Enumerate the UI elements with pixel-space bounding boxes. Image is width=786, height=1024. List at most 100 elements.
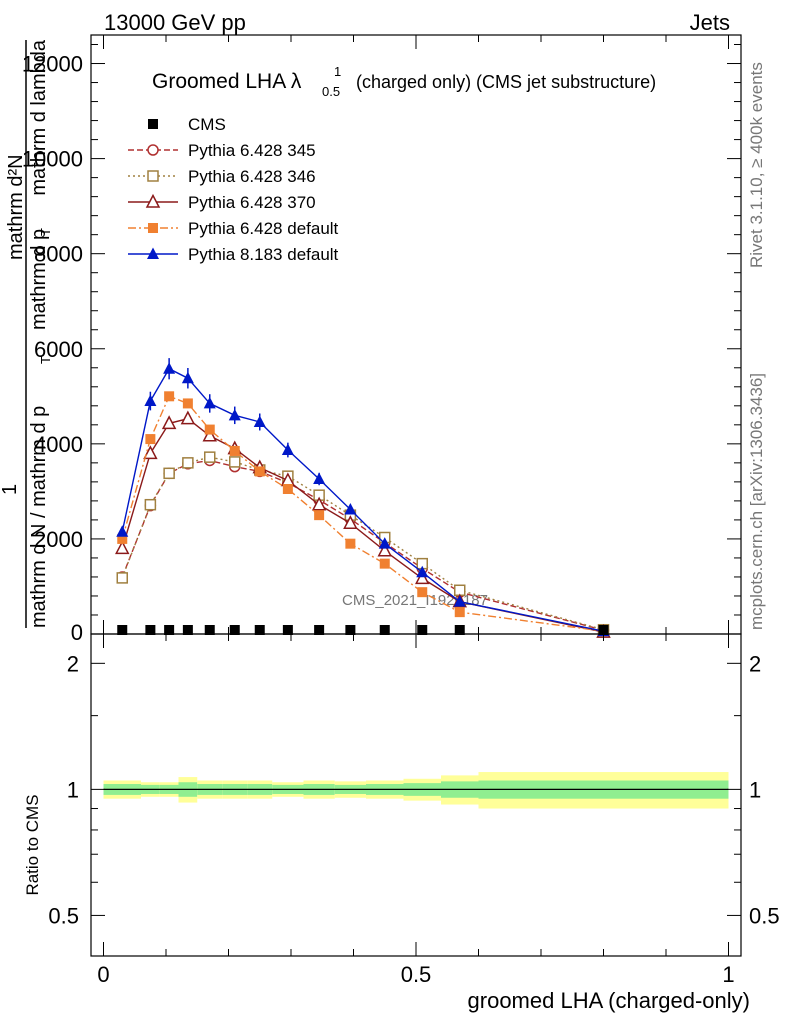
legend-label: Pythia 8.183 default — [188, 245, 339, 264]
data-point — [254, 625, 265, 635]
y-label-denominator-rest: mathrm d lambda — [28, 39, 50, 195]
data-point — [378, 537, 391, 549]
main-y-label: mathrm d²N mathrm d lambda mathrm d p T … — [0, 39, 53, 628]
data-point — [163, 362, 176, 374]
series-layer — [115, 358, 611, 638]
y-label-denominator: mathrm d p — [28, 229, 50, 330]
data-point — [344, 502, 357, 515]
series-line-2 — [121, 456, 604, 631]
data-point — [144, 498, 157, 511]
x-tick-label: 1 — [722, 962, 734, 987]
data-point — [377, 542, 392, 557]
header-left: 13000 GeV pp — [104, 10, 246, 35]
x-axis-label: groomed LHA (charged-only) — [468, 988, 750, 1013]
data-point — [379, 625, 390, 635]
data-point — [145, 434, 156, 445]
data-point — [454, 607, 465, 618]
ratio-y-tick-label: 2 — [67, 651, 79, 676]
y-label-denominator-sub: T — [38, 228, 53, 236]
y-label-main-sub: T — [38, 356, 53, 364]
data-point — [598, 625, 609, 635]
data-point — [228, 408, 241, 421]
ratio-panel: 0.5 0.5 1 1 2 2 0 0.5 1 Ratio to CMS — [23, 633, 780, 987]
series-5 — [116, 358, 610, 637]
data-point — [417, 587, 428, 598]
data-point — [282, 484, 293, 495]
data-point — [202, 427, 217, 442]
data-point — [161, 415, 177, 430]
ratio-y-tick-label-right: 2 — [749, 651, 761, 676]
data-point — [143, 445, 158, 460]
data-point — [229, 445, 240, 456]
data-point — [379, 558, 390, 569]
rivet-label: Rivet 3.1.10, ≥ 400k events — [747, 62, 766, 268]
data-point — [204, 424, 215, 435]
main-axis-ticks — [91, 35, 741, 634]
legend-label: Pythia 6.428 345 — [188, 141, 316, 160]
legend-marker — [148, 119, 158, 129]
data-point — [115, 540, 130, 555]
data-point — [116, 525, 129, 537]
y-tick-label-zero: 0 — [71, 620, 83, 645]
data-point — [204, 451, 216, 463]
chart-title: Groomed LHA λ — [152, 70, 302, 93]
data-point — [314, 625, 325, 635]
ratio-y-tick-label: 0.5 — [48, 903, 79, 928]
chart-title-sup: 1 — [334, 64, 341, 79]
data-point — [117, 625, 128, 635]
data-point — [181, 371, 194, 384]
legend-marker — [148, 223, 158, 233]
data-point — [345, 625, 356, 635]
legend-label: CMS — [188, 115, 226, 134]
ratio-bands — [103, 772, 729, 809]
data-point — [453, 595, 466, 607]
data-point — [345, 538, 356, 549]
y-tick-label: 12000 — [22, 52, 83, 77]
series-0 — [117, 625, 609, 635]
y-label-main: mathrm d N / mathrm d p — [28, 406, 50, 628]
y-tick-label: 6000 — [34, 337, 83, 362]
header-right: Jets — [690, 10, 730, 35]
data-point — [313, 472, 326, 485]
data-point — [164, 391, 175, 402]
data-point — [145, 625, 156, 635]
data-point — [204, 625, 215, 635]
data-point — [203, 396, 216, 409]
x-tick-label: 0.5 — [401, 962, 432, 987]
legend-label: Pythia 6.428 default — [188, 219, 339, 238]
chart-title-rest: (charged only) (CMS jet substructure) — [356, 72, 656, 92]
legend-label: Pythia 6.428 370 — [188, 193, 316, 212]
data-point — [116, 572, 128, 584]
data-point — [415, 570, 430, 585]
main-y-tick-labels: 2000 4000 6000 8000 10000 12000 0 — [22, 52, 83, 645]
chart-title-main: Groomed LHA λ — [152, 70, 302, 93]
legend-marker — [147, 247, 159, 259]
data-point — [253, 415, 266, 427]
data-point — [416, 565, 429, 578]
y-tick-label: 10000 — [22, 147, 83, 172]
legend-marker — [147, 170, 159, 182]
legend-label: Pythia 6.428 346 — [188, 167, 316, 186]
data-point — [164, 625, 175, 635]
ratio-y-label: Ratio to CMS — [23, 794, 42, 895]
mcplots-label: mcplots.cern.ch [arXiv:1306.3436] — [747, 373, 766, 630]
data-point — [229, 625, 240, 635]
data-point — [182, 625, 193, 635]
chart-title-sub: 0.5 — [322, 84, 340, 99]
data-point — [314, 510, 325, 521]
y-tick-label: 2000 — [34, 527, 83, 552]
data-point — [417, 625, 428, 635]
data-point — [144, 394, 157, 407]
series-line-4 — [121, 395, 604, 632]
data-point — [229, 456, 241, 468]
data-point — [254, 466, 265, 477]
data-point — [163, 467, 175, 480]
x-tick-label: 0 — [97, 962, 109, 987]
ratio-tick-labels: 0.5 0.5 1 1 2 2 0 0.5 1 — [48, 651, 779, 987]
data-point — [117, 533, 128, 544]
data-point — [343, 515, 358, 529]
data-point — [180, 410, 196, 425]
data-point — [311, 496, 327, 511]
